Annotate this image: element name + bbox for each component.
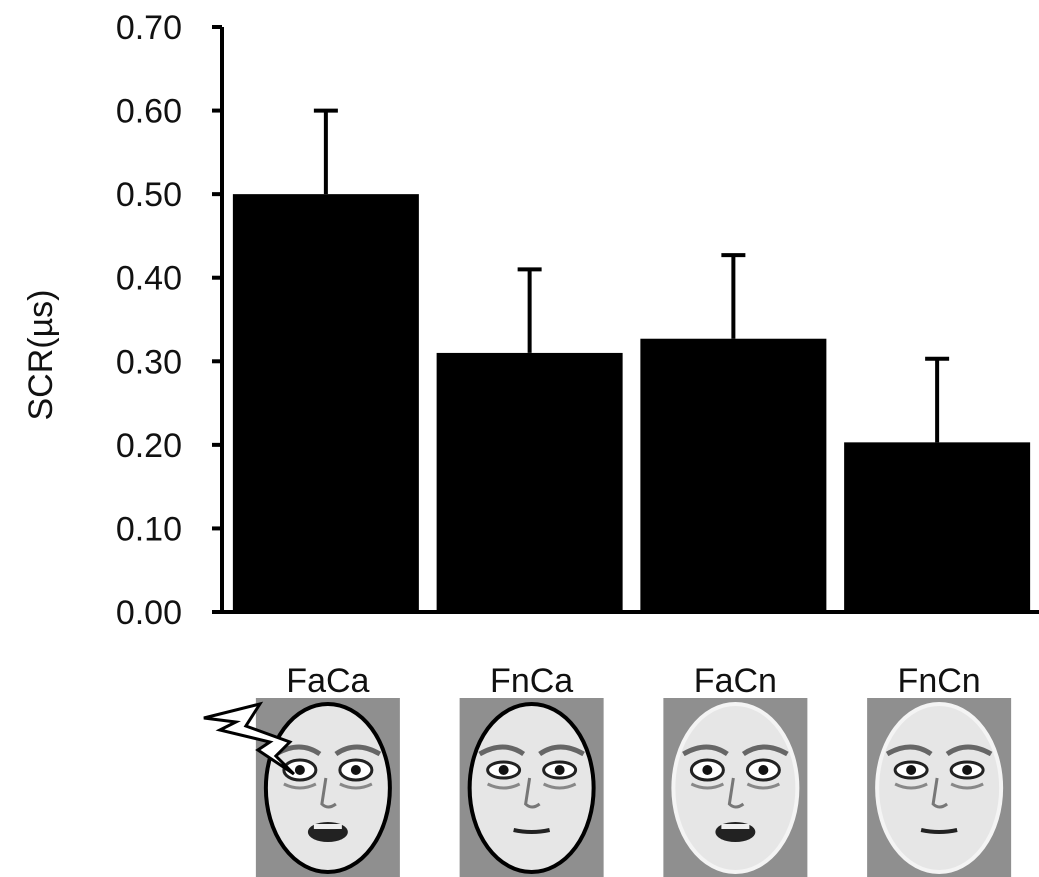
teeth <box>313 824 342 829</box>
face-oval <box>671 702 800 874</box>
y-tick-label: 0.20 <box>116 427 182 465</box>
brow-right <box>538 744 585 757</box>
eye-shadow-left <box>894 782 928 790</box>
y-tick-label: 0.50 <box>116 176 182 214</box>
eye-shadow-right <box>746 782 781 790</box>
face-oval <box>467 702 596 874</box>
eye-shadow-right <box>950 782 984 790</box>
y-tick-label: 0.60 <box>116 93 182 131</box>
category-label: FnCa <box>490 662 573 700</box>
plot-area: 0.00 0.10 0.20 0.30 0.40 0.50 0.60 0.70 <box>116 9 1039 632</box>
lightning-bolt-icon <box>203 701 295 776</box>
bar-fnca <box>436 352 623 612</box>
nose <box>320 777 337 809</box>
eye-shadow-right <box>339 782 373 790</box>
category-label: FaCa <box>286 662 369 700</box>
y-tick-label: 0.70 <box>116 9 182 47</box>
face-oval <box>875 702 1004 874</box>
y-axis-label: SCR(µs) <box>22 289 60 420</box>
stimulus-faca: FaCa <box>203 662 400 877</box>
brow-right <box>945 744 993 757</box>
category-label: FnCn <box>898 662 981 700</box>
pupil-left <box>498 765 509 775</box>
mouth-closed <box>513 828 551 834</box>
brow-left <box>478 744 526 757</box>
nose <box>931 777 949 809</box>
stimulus-row: FaCa FnCa FaCn FnCn <box>203 662 1012 877</box>
brow-right <box>741 744 789 757</box>
pupil-left <box>906 765 917 775</box>
y-tick-label: 0.10 <box>116 510 182 548</box>
pupil-right <box>350 765 361 775</box>
bar-fncn <box>844 442 1031 612</box>
mouth-closed <box>920 828 958 834</box>
brow-left <box>885 744 933 757</box>
stimulus-fnca: FnCa <box>459 662 604 877</box>
category-label: FaCn <box>694 662 777 700</box>
teeth <box>721 824 750 829</box>
eye-shadow-left <box>690 782 725 790</box>
brow-left <box>682 744 729 757</box>
pupil-right <box>758 765 769 775</box>
y-tick-label: 0.40 <box>116 260 182 298</box>
pupil-right <box>962 765 973 775</box>
brow-right <box>334 744 382 757</box>
bar-facn <box>640 338 827 612</box>
y-tick-label: 0.30 <box>116 343 182 381</box>
pupil-right <box>554 765 565 775</box>
face-oval <box>263 702 392 874</box>
stimulus-facn: FaCn <box>663 662 808 877</box>
pupil-left <box>294 765 305 775</box>
y-tick-label: 0.00 <box>116 594 182 632</box>
nose <box>727 777 745 809</box>
eye-shadow-right <box>542 782 577 790</box>
pupil-left <box>702 765 713 775</box>
nose <box>524 777 541 809</box>
stimulus-fncn: FnCn <box>867 662 1012 877</box>
bar-faca <box>232 194 419 612</box>
eye-shadow-left <box>283 782 317 790</box>
eye-shadow-left <box>486 782 521 790</box>
